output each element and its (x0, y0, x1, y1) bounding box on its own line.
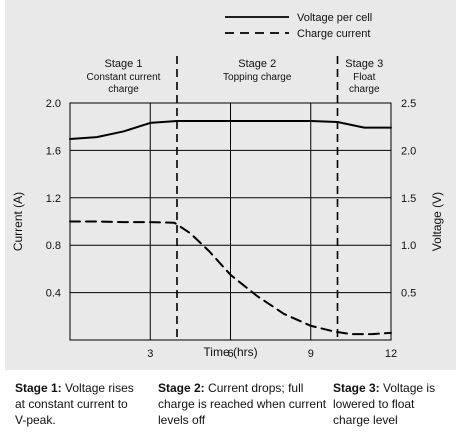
x-axis-tick-label: 3 (147, 348, 153, 360)
chart-panel: 0.4 0.8 1.2 1.6 2.0 0.5 1.0 1.5 2.0 2.5 3 6 9 12 Time … (5, 0, 456, 370)
legend-voltage-label: Voltage per cell (297, 12, 372, 24)
x-axis-tick-label: 6 (227, 348, 233, 360)
stage-2-label: Stage 2 (238, 58, 276, 70)
stage-2-subtitle: Topping charge (223, 72, 292, 83)
left-axis-tick-label: 1.6 (46, 145, 61, 157)
x-axis-label: Time (hrs) (203, 345, 257, 359)
stage-1-label: Stage 1 (105, 58, 143, 70)
stage-3-label: Stage 3 (345, 58, 383, 70)
right-axis-tick-label: 0.5 (401, 288, 416, 300)
left-axis-tick-label: 0.4 (46, 288, 61, 300)
right-axis-tick-label: 1.0 (401, 240, 416, 252)
right-axis-label: Voltage (V) (430, 192, 444, 251)
left-axis-tick-label: 1.2 (46, 193, 61, 205)
stage-2-heading: Stage 2: (158, 381, 205, 395)
stage-3-description: Voltage is lowered to float charge level (333, 381, 436, 427)
voltage-series-line (69, 120, 392, 141)
stage-1-subtitle-line-1: Constant current (87, 72, 161, 83)
stage-1-description: Voltage rises at constant current to V-p… (15, 381, 134, 427)
stage-1-heading: Stage 1: (15, 381, 62, 395)
x-axis-tick-label: 9 (308, 348, 314, 360)
left-axis-tick-label: 0.8 (46, 240, 61, 252)
stage-2-description: Current drops; full charge is reached wh… (158, 381, 327, 427)
stage-2-caption: Stage 2: Current drops; full charge is r… (158, 380, 330, 428)
stage-3-subtitle-line-1: Float (353, 72, 375, 83)
right-axis-tick-label: 1.5 (401, 193, 416, 205)
left-axis-tick-label: 2.0 (46, 98, 61, 110)
legend-current-label: Charge current (297, 28, 370, 40)
stage-3-subtitle-line-2: charge (349, 84, 380, 95)
left-axis-label: Current (A) (11, 192, 25, 251)
x-axis-tick-label: 12 (385, 348, 397, 360)
current-series-line (69, 220, 392, 336)
right-axis-tick-label: 2.0 (401, 145, 416, 157)
right-axis-tick-label: 2.5 (401, 98, 416, 110)
stage-3-caption: Stage 3: Voltage is lowered to float cha… (333, 380, 448, 428)
stage-1-subtitle-line-2: charge (108, 84, 139, 95)
chart: 0.4 0.8 1.2 1.6 2.0 0.5 1.0 1.5 2.0 2.5 3 6 9 12 Time … (11, 12, 444, 360)
stage-3-heading: Stage 3: (333, 381, 380, 395)
stage-1-caption: Stage 1: Voltage rises at constant curre… (15, 380, 140, 428)
